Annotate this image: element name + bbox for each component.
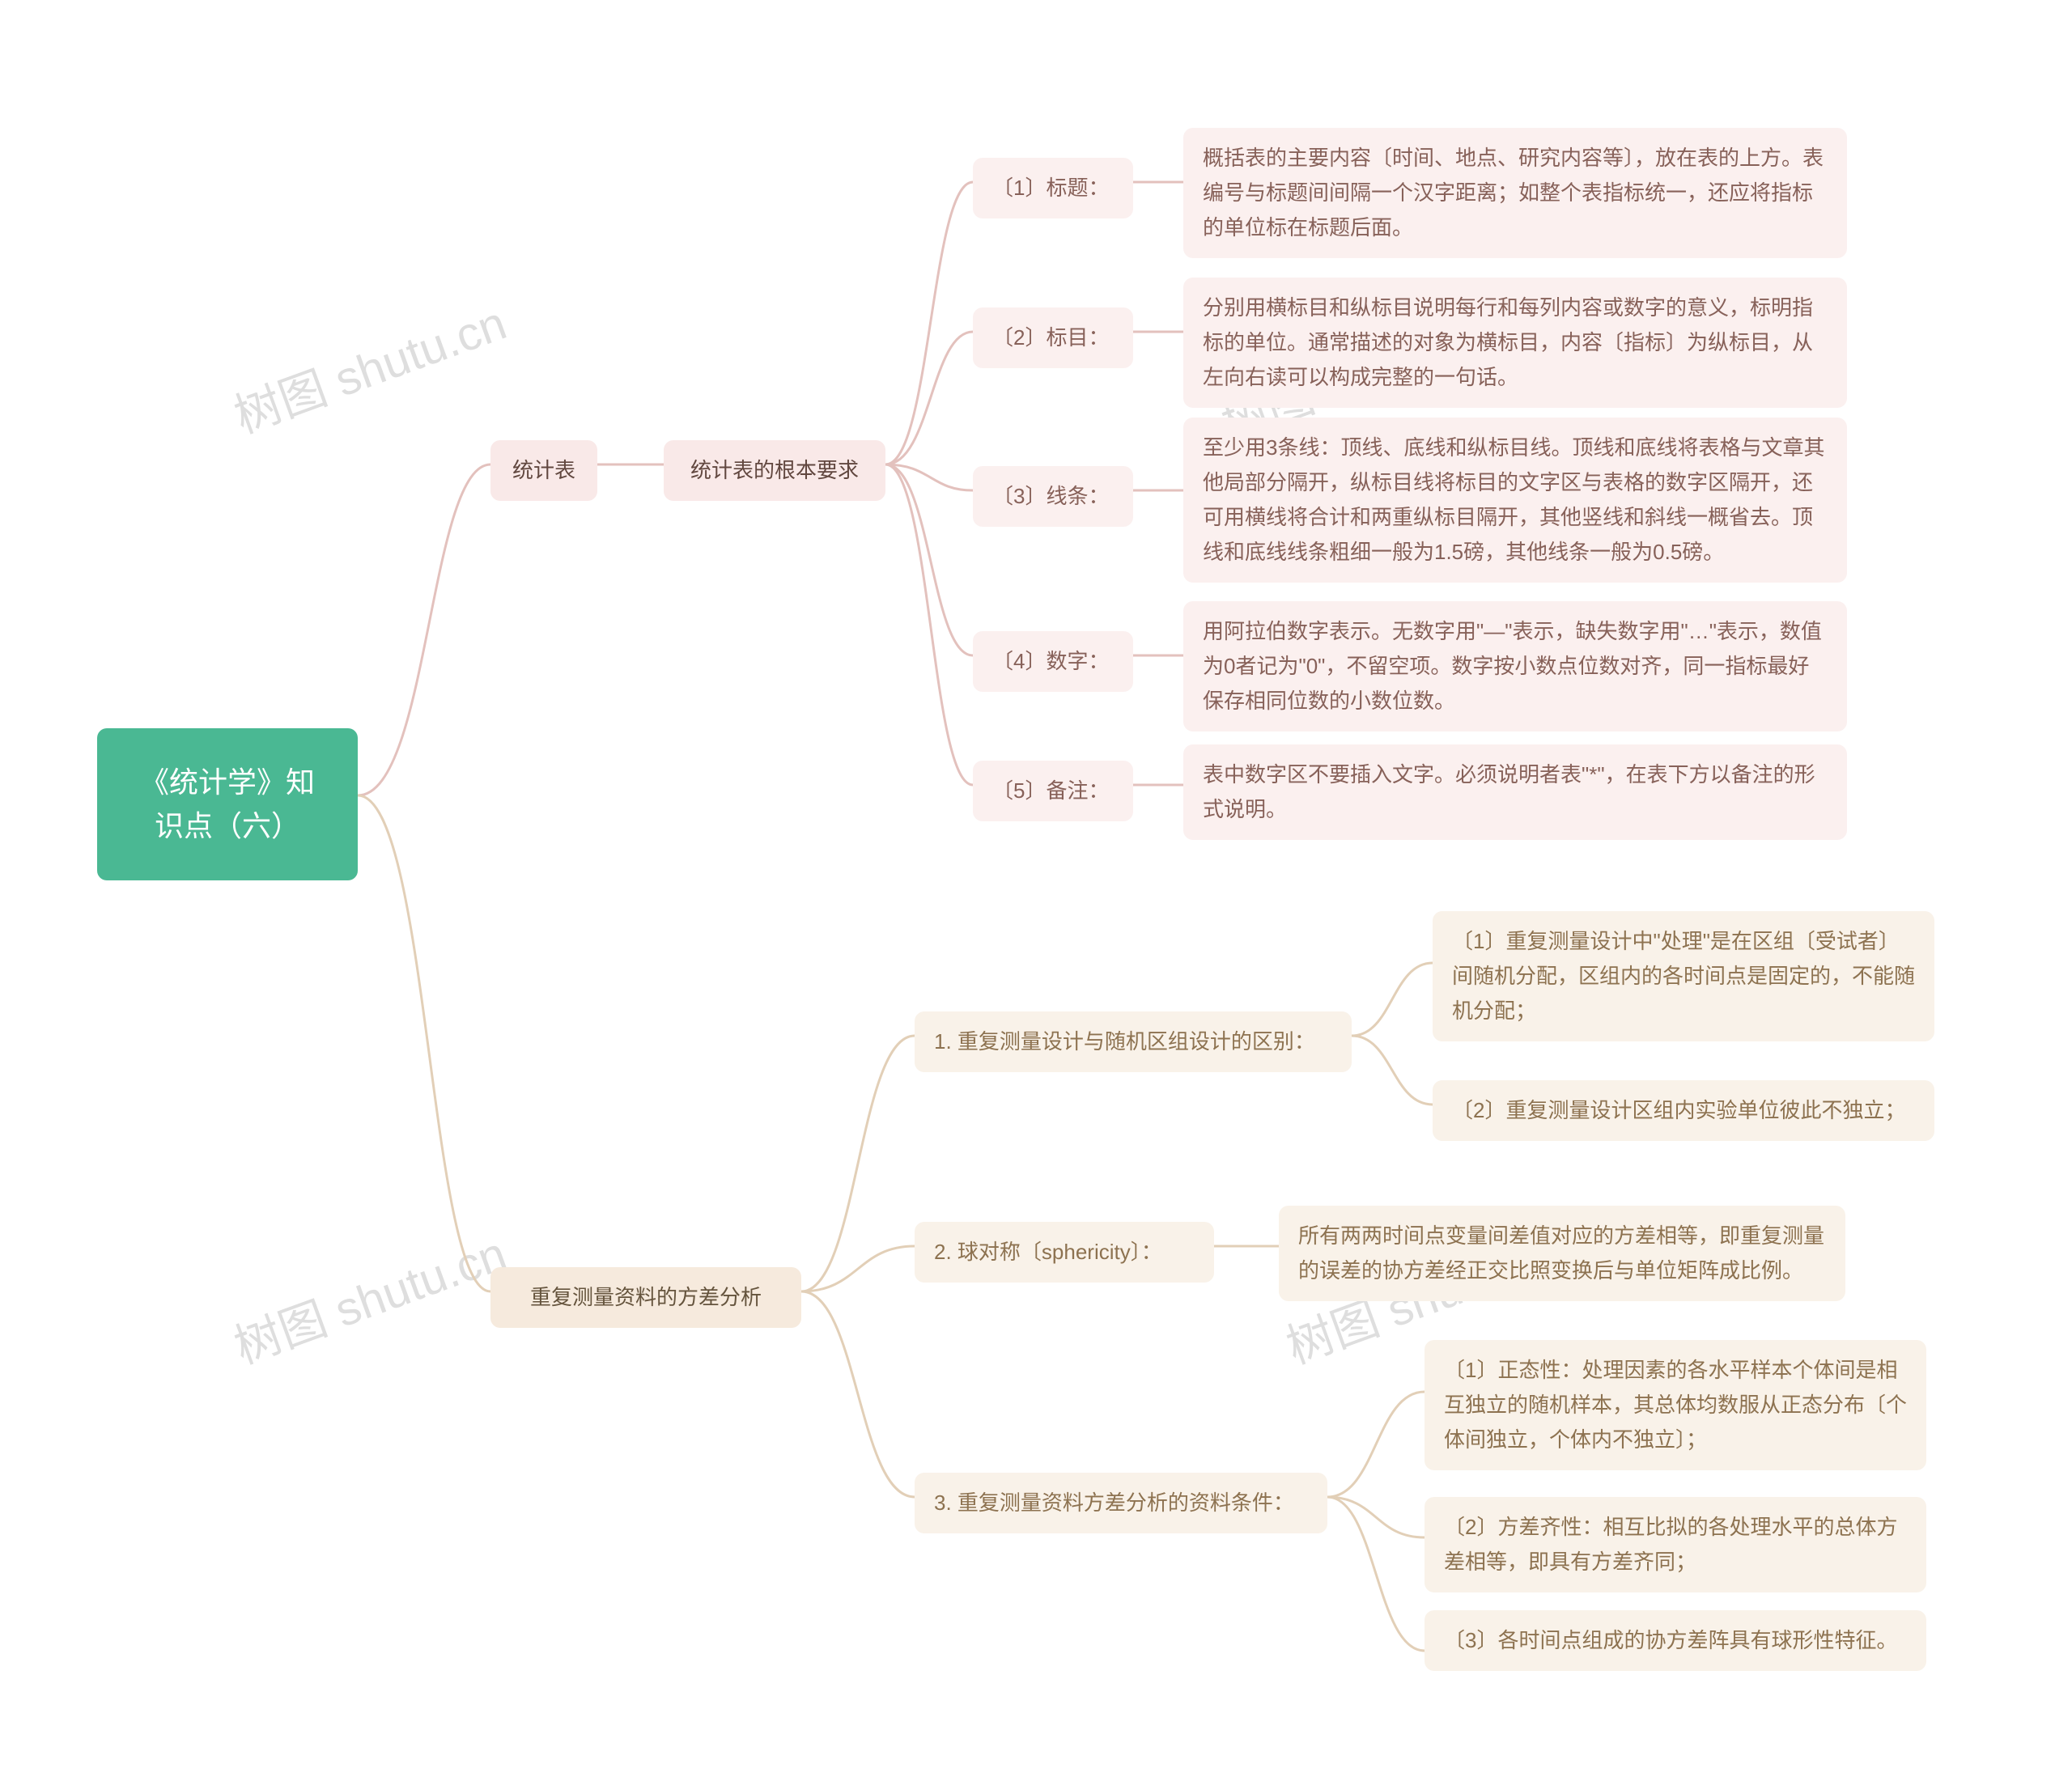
node-anova-1-child-2: 〔2〕重复测量设计区组内实验单位彼此不独立； (1433, 1080, 1934, 1141)
node-anova-3-child-3: 〔3〕各时间点组成的协方差阵具有球形性特征。 (1424, 1610, 1926, 1671)
node-req-1-label[interactable]: 〔1〕标题： (973, 158, 1133, 218)
node-req-4-label[interactable]: 〔4〕数字： (973, 631, 1133, 692)
node-anova-2-text: 所有两两时间点变量间差值对应的方差相等，即重复测量的误差的协方差经正交比照变换后… (1279, 1206, 1845, 1301)
node-req-4-text: 用阿拉伯数字表示。无数字用"—"表示，缺失数字用"…"表示，数值为0者记为"0"… (1183, 601, 1847, 731)
node-anova-3-child-2: 〔2〕方差齐性：相互比拟的各处理水平的总体方差相等，即具有方差齐同； (1424, 1497, 1926, 1592)
node-req-2-text: 分别用横标目和纵标目说明每行和每列内容或数字的意义，标明指标的单位。通常描述的对… (1183, 278, 1847, 408)
node-req-3-label[interactable]: 〔3〕线条： (973, 466, 1133, 527)
node-anova-1-child-1: 〔1〕重复测量设计中"处理"是在区组〔受试者〕间随机分配，区组内的各时间点是固定… (1433, 911, 1934, 1041)
node-table[interactable]: 统计表 (490, 440, 597, 501)
node-req-3-text: 至少用3条线：顶线、底线和纵标目线。顶线和底线将表格与文章其他局部分隔开，纵标目… (1183, 418, 1847, 583)
node-req-1-text: 概括表的主要内容〔时间、地点、研究内容等〕，放在表的上方。表编号与标题间间隔一个… (1183, 128, 1847, 258)
node-anova-2-label[interactable]: 2. 球对称〔sphericity〕： (915, 1222, 1214, 1283)
node-anova-3-child-1: 〔1〕正态性：处理因素的各水平样本个体间是相互独立的随机样本，其总体均数服从正态… (1424, 1340, 1926, 1470)
node-table-requirements[interactable]: 统计表的根本要求 (664, 440, 885, 501)
node-anova-3-label[interactable]: 3. 重复测量资料方差分析的资料条件： (915, 1473, 1327, 1533)
node-req-5-label[interactable]: 〔5〕备注： (973, 761, 1133, 821)
node-anova-1-label[interactable]: 1. 重复测量设计与随机区组设计的区别： (915, 1011, 1352, 1072)
root-node[interactable]: 《统计学》知识点（六） (97, 728, 358, 880)
node-anova[interactable]: 重复测量资料的方差分析 (490, 1267, 801, 1328)
node-req-5-text: 表中数字区不要插入文字。必须说明者表"*"，在表下方以备注的形式说明。 (1183, 744, 1847, 840)
node-req-2-label[interactable]: 〔2〕标目： (973, 307, 1133, 368)
